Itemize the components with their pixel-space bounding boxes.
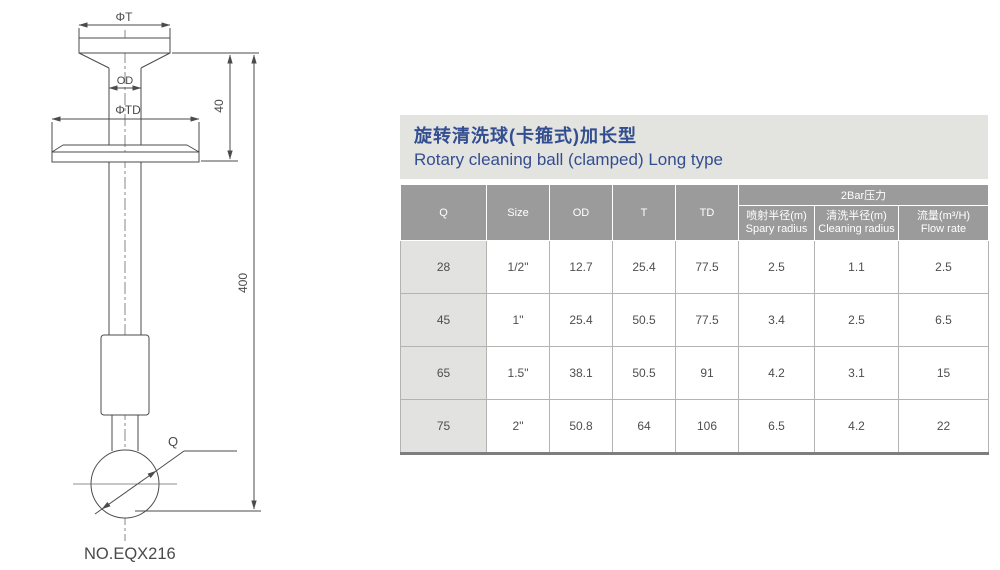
- table-cell: 4.2: [738, 346, 815, 400]
- sleeve: [100, 334, 150, 416]
- table-cell: 75: [400, 399, 487, 454]
- table-cell: 77.5: [675, 240, 739, 294]
- table-row: 28 1/2" 12.7 25.4 77.5 2.5 1.1 2.5: [400, 240, 990, 294]
- product-title-en: Rotary cleaning ball (clamped) Long type: [414, 150, 724, 169]
- spec-table: Q Size OD T TD 2Bar压力 喷射半径(m) Spary radi…: [400, 184, 990, 455]
- dim-od-label: OD: [117, 75, 134, 87]
- table-cell: 45: [400, 293, 487, 347]
- table-cell: 4.2: [814, 399, 899, 454]
- flow-rate-zh: 流量(m³/H): [916, 210, 971, 222]
- table-cell: 77.5: [675, 293, 739, 347]
- table-row: 45 1" 25.4 50.5 77.5 3.4 2.5 6.5: [400, 293, 990, 347]
- table-cell: 64: [612, 399, 676, 454]
- table-cell: 1.1: [814, 240, 899, 294]
- dim-od: OD: [108, 75, 142, 91]
- spray-radius-en: Spary radius: [745, 223, 808, 235]
- table-row: 65 1.5" 38.1 50.5 91 4.2 3.1 15: [400, 346, 990, 400]
- table-cell: 2.5: [738, 240, 815, 294]
- product-title-zh: 旋转清洗球(卡箍式)加长型: [414, 126, 637, 146]
- table-cell: 50.8: [549, 399, 613, 454]
- col-header-td: TD: [675, 184, 739, 241]
- dim-q-label: Q: [168, 434, 178, 449]
- dim-phi-td: ΦTD: [51, 103, 200, 152]
- table-cell: 2.5: [897, 240, 990, 294]
- table-cell: 25.4: [612, 240, 676, 294]
- table-cell: 1/2": [486, 240, 550, 294]
- col-header-size: Size: [486, 184, 550, 241]
- col-header-flow-rate: 流量(m³/H) Flow rate: [897, 205, 990, 241]
- table-cell: 50.5: [612, 346, 676, 400]
- col-header-pressure-group: 2Bar压力: [737, 184, 990, 206]
- table-cell: 22: [897, 399, 990, 454]
- table-cell: 2.5: [814, 293, 899, 347]
- cleaning-radius-en: Cleaning radius: [818, 223, 895, 235]
- drawing-svg: ΦT OD ΦTD 40: [51, 10, 261, 563]
- table-cell: 50.5: [612, 293, 676, 347]
- flow-rate-en: Flow rate: [920, 223, 967, 235]
- dim-q: Q: [94, 434, 237, 515]
- col-header-spray-radius: 喷射半径(m) Spary radius: [738, 205, 815, 241]
- col-header-od: OD: [549, 184, 613, 241]
- technical-drawing: ΦT OD ΦTD 40: [0, 0, 300, 570]
- table-row: 75 2" 50.8 64 106 6.5 4.2 22: [400, 399, 990, 454]
- dim-phi-t: ΦT: [78, 10, 171, 38]
- dim-400-label: 400: [236, 273, 250, 293]
- table-cell: 15: [897, 346, 990, 400]
- col-header-q: Q: [400, 184, 487, 241]
- dim-400: 400: [135, 54, 261, 512]
- dim-40-label: 40: [212, 99, 226, 113]
- model-number: NO.EQX216: [84, 545, 176, 563]
- product-title-block: 旋转清洗球(卡箍式)加长型 Rotary cleaning ball (clam…: [400, 115, 988, 179]
- dim-40: 40: [172, 52, 259, 162]
- table-cell: 6.5: [897, 293, 990, 347]
- table-cell: 12.7: [549, 240, 613, 294]
- table-cell: 3.4: [738, 293, 815, 347]
- spray-radius-zh: 喷射半径(m): [746, 210, 807, 222]
- col-header-t: T: [612, 184, 676, 241]
- cleaning-radius-zh: 清洗半径(m): [826, 210, 887, 222]
- col-header-cleaning-radius: 清洗半径(m) Cleaning radius: [814, 205, 899, 241]
- table-cell: 6.5: [738, 399, 815, 454]
- table-cell: 106: [675, 399, 739, 454]
- table-cell: 38.1: [549, 346, 613, 400]
- table-cell: 1.5": [486, 346, 550, 400]
- table-cell: 3.1: [814, 346, 899, 400]
- table-cell: 1": [486, 293, 550, 347]
- table-cell: 91: [675, 346, 739, 400]
- table-cell: 2": [486, 399, 550, 454]
- product-panel: 旋转清洗球(卡箍式)加长型 Rotary cleaning ball (clam…: [400, 115, 990, 455]
- dim-phi-t-label: ΦT: [116, 10, 134, 24]
- table-cell: 28: [400, 240, 487, 294]
- table-cell: 65: [400, 346, 487, 400]
- dim-phi-td-label: ΦTD: [115, 103, 141, 117]
- table-cell: 25.4: [549, 293, 613, 347]
